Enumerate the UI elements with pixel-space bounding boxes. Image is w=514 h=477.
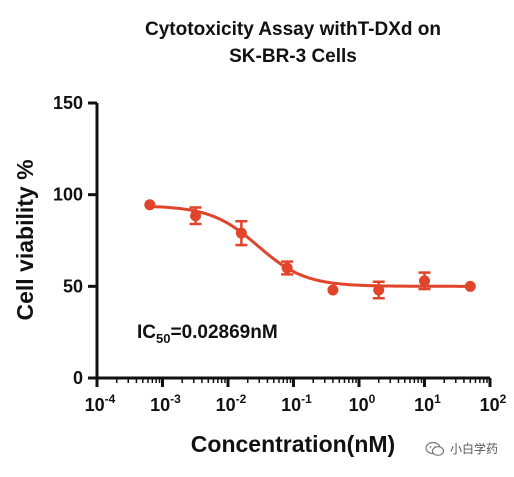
- x-axis-title: Concentration(nM): [191, 431, 395, 457]
- data-point: [373, 284, 385, 296]
- y-axis-title: Cell viability %: [12, 159, 38, 320]
- y-tick-label: 0: [73, 368, 83, 388]
- data-point: [419, 275, 430, 287]
- data-point: [235, 227, 247, 239]
- y-tick-label: 50: [63, 276, 83, 296]
- x-tick-label: 101: [414, 392, 441, 415]
- x-tick-label: 102: [480, 392, 507, 415]
- x-tick-label: 10-2: [216, 392, 247, 415]
- ic50-annotation: IC50=0.02869nM: [137, 322, 278, 346]
- data-points: [144, 199, 476, 300]
- x-tick-label: 10-3: [150, 392, 181, 415]
- watermark-text: 小白学药: [450, 442, 499, 456]
- y-tick-label: 150: [53, 93, 83, 113]
- wechat-icon: [425, 441, 445, 456]
- data-point: [190, 210, 202, 222]
- ic50-prefix: IC: [137, 322, 156, 343]
- data-point: [144, 199, 156, 211]
- y-tick-label: 100: [53, 185, 83, 205]
- chart-title-line-2: SK-BR-3 Cells: [229, 46, 357, 67]
- fit-curve: [149, 205, 471, 288]
- data-point: [327, 284, 339, 296]
- x-tick-label: 100: [349, 392, 376, 415]
- x-tick-label: 10-1: [281, 392, 312, 415]
- chart-title-line-1: Cytotoxicity Assay withT-DXd on: [145, 19, 441, 40]
- axis-ticks: 0 50 100 150 10-4 10-3 10-2 10-1 100 101 102: [53, 93, 507, 415]
- fit-curve-group: [149, 205, 471, 288]
- ic50-subscript: 50: [156, 331, 170, 346]
- data-point: [281, 262, 293, 274]
- watermark: 小白学药: [425, 440, 498, 457]
- data-point: [464, 280, 476, 292]
- x-tick-label: 10-4: [85, 392, 116, 415]
- ic50-value: =0.02869nM: [170, 322, 277, 343]
